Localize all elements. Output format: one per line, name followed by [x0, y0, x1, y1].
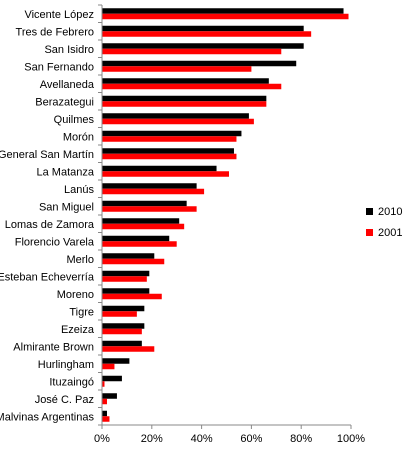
category-label: Morón — [63, 131, 94, 143]
category-label: San Isidro — [44, 44, 94, 56]
category-label: Florencio Varela — [15, 236, 95, 248]
bar-2010 — [102, 60, 297, 67]
bar-2010 — [102, 183, 197, 189]
bar-2010 — [102, 43, 304, 49]
category-label: Lomas de Zamora — [5, 219, 95, 231]
bar-2010 — [102, 410, 107, 417]
category-label: Vicente López — [24, 9, 94, 21]
category-label: La Matanza — [37, 166, 95, 178]
bar-2001 — [102, 381, 105, 387]
category-labels: Vicente López Tres de Febrero San Isidro Sa… — [0, 9, 95, 424]
category-label: Almirante Brown — [13, 341, 94, 353]
category-label: Merlo — [66, 254, 94, 266]
bar-2001 — [102, 293, 162, 300]
legend-swatch-2001 — [366, 229, 373, 236]
bar-2010 — [102, 358, 130, 364]
bar-2001 — [102, 363, 115, 370]
x-tick-label: 40% — [191, 433, 213, 445]
bar-2001 — [102, 276, 147, 282]
category-label: Avellaneda — [40, 79, 95, 91]
bar-2010 — [102, 270, 150, 277]
bar-2010 — [102, 218, 180, 224]
bar-2010 — [102, 165, 217, 172]
bar-2010 — [102, 8, 344, 14]
category-label: Ezeiza — [61, 324, 95, 336]
bar-2001 — [102, 223, 185, 230]
category-label: San Miguel — [39, 201, 94, 213]
bar-2010 — [102, 148, 234, 154]
category-label: General San Martín — [0, 149, 94, 161]
bar-2001 — [102, 241, 177, 247]
bar-2001 — [102, 188, 205, 195]
bar-2001 — [102, 136, 237, 142]
bar-2010 — [102, 340, 142, 347]
bar-2010 — [102, 25, 304, 32]
x-tick-label: 100% — [337, 433, 365, 445]
x-tick-label: 80% — [290, 433, 312, 445]
bar-2001 — [102, 171, 229, 177]
bar-2001 — [102, 13, 349, 20]
bar-2001 — [102, 346, 155, 352]
bar-2010 — [102, 323, 145, 329]
bar-2001 — [102, 311, 137, 317]
bar-2001 — [102, 31, 312, 37]
bar-2001 — [102, 258, 165, 265]
bar-2001 — [102, 66, 252, 72]
legend-label: 2001 — [378, 227, 402, 239]
bar-2010 — [102, 95, 267, 102]
bar-2001 — [102, 416, 110, 422]
bar-2010 — [102, 305, 145, 312]
bar-2010 — [102, 253, 155, 259]
category-label: Berazategui — [35, 96, 94, 108]
category-label: José C. Paz — [35, 394, 94, 406]
category-label: Quilmes — [54, 114, 95, 126]
category-label: Hurlingham — [38, 359, 94, 371]
bar-2001 — [102, 398, 107, 405]
category-label: Moreno — [57, 289, 94, 301]
legend-swatch-2010 — [366, 208, 373, 215]
bar-2010 — [102, 375, 122, 382]
bar-2010 — [102, 235, 170, 242]
bar-2010 — [102, 288, 150, 294]
x-tick-label: 0% — [94, 433, 110, 445]
legend: 2010 2001 — [366, 206, 402, 239]
legend-label: 2010 — [378, 206, 402, 218]
bar-2001 — [102, 48, 282, 55]
bar-2010 — [102, 200, 187, 207]
bar-2001 — [102, 83, 282, 90]
bar-2001 — [102, 118, 254, 125]
category-label: Esteban Echeverría — [0, 271, 95, 283]
bar-2010 — [102, 78, 269, 84]
bar-2001 — [102, 153, 237, 160]
category-label: Tres de Febrero — [16, 26, 94, 38]
bar-2010 — [102, 113, 249, 119]
category-label: Ituzaingó — [49, 376, 94, 388]
category-label: Tigre — [69, 306, 94, 318]
category-label: Lanús — [64, 184, 94, 196]
bar-2010 — [102, 130, 242, 137]
bar-2001 — [102, 206, 197, 212]
bars-group — [98, 4, 349, 426]
x-tick-label: 60% — [240, 433, 262, 445]
bar-2010 — [102, 393, 117, 399]
bar-2001 — [102, 328, 142, 335]
category-label: San Fernando — [24, 61, 94, 73]
category-label: Malvinas Argentinas — [0, 411, 94, 423]
x-tick-label: 20% — [141, 433, 163, 445]
x-axis-ticks: 0% 20% 40% 60% 80% 100% — [94, 425, 365, 445]
bar-2001 — [102, 101, 267, 107]
